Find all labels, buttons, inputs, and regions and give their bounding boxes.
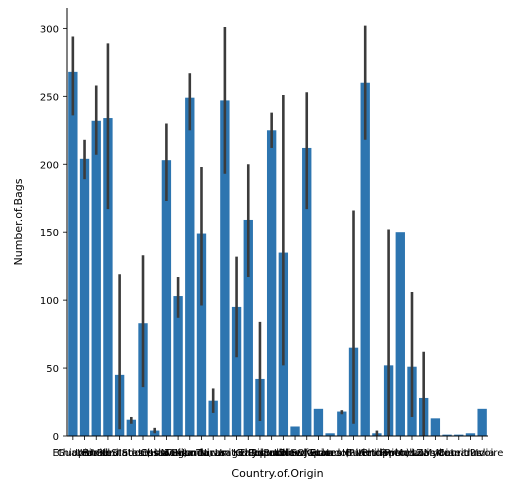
bar <box>442 434 452 436</box>
bar <box>454 434 464 436</box>
x-tick-label: Japan <box>303 448 332 459</box>
x-tick-label: Mexico <box>161 448 196 459</box>
bar <box>290 426 300 436</box>
bar <box>208 400 218 436</box>
x-tick-label: El Salvador <box>279 448 336 459</box>
y-tick-label: 300 <box>40 24 59 35</box>
bar <box>231 306 242 436</box>
error-bars-layer <box>71 25 425 436</box>
y-tick-label: 200 <box>40 160 59 171</box>
x-tick-label: Peru <box>97 448 119 459</box>
axes-layer <box>66 8 488 437</box>
bar <box>243 219 253 436</box>
x-tick-label: Indonesia <box>119 448 167 459</box>
x-tick-label: United States <box>86 448 154 459</box>
x-tick-label: Brazil <box>82 448 110 459</box>
bar <box>395 232 405 436</box>
bar <box>430 418 441 436</box>
x-tick-label: Kenya <box>233 448 264 459</box>
bar <box>173 296 183 436</box>
bar <box>185 97 195 436</box>
bar <box>302 147 312 436</box>
bar <box>360 82 370 436</box>
x-tick-label: Haiti <box>342 448 365 459</box>
bar <box>103 118 113 437</box>
x-axis-title: Country.of.Origin <box>231 467 323 480</box>
bar <box>465 433 476 436</box>
bar <box>126 419 136 436</box>
y-tick-label: 50 <box>46 364 59 375</box>
x-tick-label: Mauritius <box>436 448 482 459</box>
x-tick-label: Rwanda <box>380 448 420 459</box>
x-tick-label: China <box>140 448 169 459</box>
x-tick-label: Myanmar <box>424 448 472 459</box>
x-tick-label: Panama <box>263 448 303 459</box>
x-tick-label: Honduras <box>177 448 225 459</box>
x-tick-label: Burundi <box>346 448 385 459</box>
x-tick-label: Guatemala <box>57 448 112 459</box>
y-tick-label: 250 <box>40 92 59 103</box>
x-tick-label: Nicaragua <box>199 448 250 459</box>
x-tick-label: Thailand <box>237 448 281 459</box>
bar <box>313 408 324 436</box>
x-tick-label: Taiwan <box>195 448 230 459</box>
x-tick-label: Ethiopia <box>52 448 93 459</box>
bar <box>477 408 487 436</box>
y-tick-label: 0 <box>53 432 59 443</box>
x-tick-label: Papua New Guinea <box>248 448 342 459</box>
bar <box>325 433 335 436</box>
x-tick-label: United States (Puerto Rico) <box>274 448 410 459</box>
x-tick-label: Ecuador <box>310 448 352 459</box>
x-tick-label: Malawi <box>395 448 430 459</box>
bar <box>161 160 172 436</box>
x-tick-label: Uganda <box>170 448 209 459</box>
bar <box>68 71 78 436</box>
x-tick-label: United States (Hawaii) <box>75 448 187 459</box>
x-tick-label: Cote d?Ivoire <box>438 448 504 459</box>
bar <box>91 120 101 437</box>
y-tick-label: 150 <box>40 228 59 239</box>
y-ticks: 0 50 100 150 200 250 300 <box>40 24 67 443</box>
y-tick-label: 100 <box>40 296 59 307</box>
bar <box>79 158 90 437</box>
y-axis-title: Number.of.Bags <box>12 178 25 265</box>
x-tick-label: Laos <box>412 448 435 459</box>
x-tick-label: Zambia <box>416 448 454 459</box>
bar <box>337 411 347 436</box>
x-tick-label: India <box>470 448 495 459</box>
bar <box>266 130 277 437</box>
x-tick-label: Vietnam <box>356 448 398 459</box>
bar <box>196 233 207 436</box>
bar <box>220 100 230 437</box>
x-tick-label: Colombia <box>248 448 295 459</box>
x-tick-label: Tanzania, United Republic Of <box>164 448 309 459</box>
x-tick-label: Philippines <box>362 448 416 459</box>
x-tick-label: Costa Rica <box>140 448 193 459</box>
